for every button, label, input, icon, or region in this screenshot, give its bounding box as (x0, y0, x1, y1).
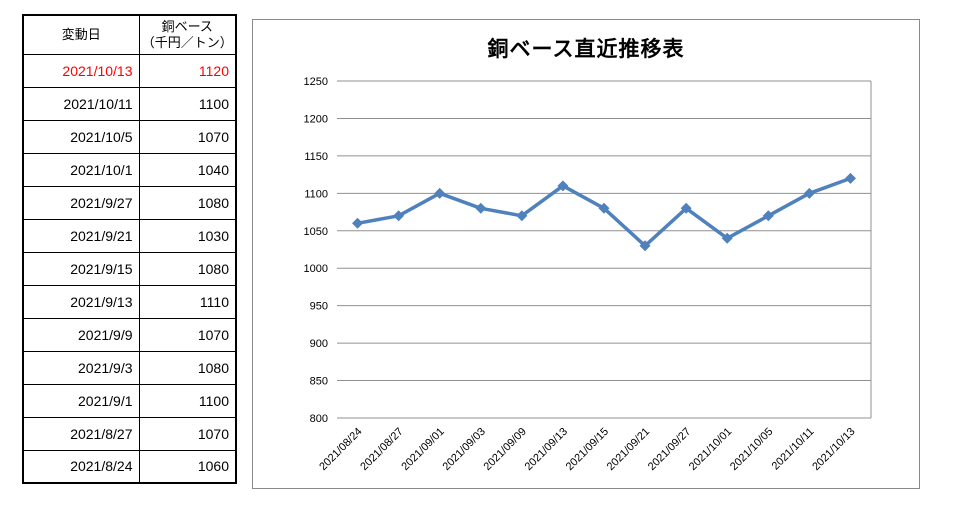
table-row: 2021/9/13 1110 (22, 284, 237, 319)
price-cell: 1110 (138, 284, 237, 319)
price-cell: 1060 (138, 449, 237, 484)
table-row: 2021/9/27 1080 (22, 185, 237, 220)
line-chart: 800 850 900 950 1000 1050 1100 1150 1200 1250 2021… (304, 76, 872, 473)
price-header-line1: 銅ベース (161, 18, 213, 34)
table-row: 2021/10/5 1070 (22, 119, 237, 154)
table-row: 2021/9/1 1100 (22, 383, 237, 418)
data-point-marker (516, 210, 528, 222)
x-tick-label: 2021/09/01 (399, 426, 446, 473)
price-cell: 1100 (138, 86, 237, 121)
price-cell: 1070 (138, 119, 237, 154)
date-cell: 2021/9/9 (22, 317, 140, 352)
date-cell: 2021/10/5 (22, 119, 140, 154)
y-tick-label: 1250 (304, 76, 328, 88)
x-tick-label: 2021/10/05 (728, 426, 775, 473)
data-point-marker (393, 210, 405, 222)
price-cell: 1040 (138, 152, 237, 187)
date-cell: 2021/9/1 (22, 383, 140, 418)
date-header-label: 変動日 (61, 26, 101, 42)
data-point-marker (844, 172, 856, 184)
y-tick-label: 950 (310, 301, 328, 313)
table-row: 2021/9/21 1030 (22, 218, 237, 253)
table-row: 2021/8/24 1060 (22, 449, 237, 484)
table-row: 2021/9/3 1080 (22, 350, 237, 385)
y-tick-label: 1000 (304, 263, 328, 275)
price-cell: 1070 (138, 317, 237, 352)
table-row: 2021/8/27 1070 (22, 416, 237, 451)
data-point-marker (721, 232, 733, 244)
data-point-marker (639, 240, 651, 252)
x-tick-label: 2021/09/09 (482, 426, 529, 473)
data-point-marker (475, 202, 487, 214)
table-row: 2021/10/13 1120 (22, 53, 237, 88)
date-cell: 2021/9/15 (22, 251, 140, 286)
price-column-header: 銅ベース （千円／トン） (138, 14, 237, 55)
x-tick-label: 2021/10/13 (810, 426, 857, 473)
y-tick-label: 1100 (304, 188, 328, 200)
table-header-row: 変動日 銅ベース （千円／トン） (22, 14, 237, 55)
date-cell: 2021/10/1 (22, 152, 140, 187)
date-cell: 2021/9/3 (22, 350, 140, 385)
x-tick-label: 2021/10/11 (770, 426, 817, 473)
date-cell: 2021/8/24 (22, 449, 140, 484)
x-tick-label: 2021/09/13 (523, 426, 570, 473)
date-column-header: 変動日 (22, 14, 140, 55)
y-tick-label: 850 (310, 376, 328, 388)
data-point-marker (803, 187, 815, 199)
data-point-marker (557, 180, 569, 192)
x-tick-label: 2021/09/27 (646, 426, 693, 473)
x-tick-label: 2021/09/15 (564, 426, 611, 473)
price-header-line2: （千円／トン） (141, 34, 233, 50)
date-cell: 2021/9/21 (22, 218, 140, 253)
y-tick-label: 800 (310, 413, 328, 425)
date-cell: 2021/10/11 (22, 86, 140, 121)
date-cell: 2021/9/27 (22, 185, 140, 220)
chart-panel: 銅ベース直近推移表 800 850 900 950 1000 1050 1100 1150 12… (252, 19, 920, 489)
date-cell: 2021/8/27 (22, 416, 140, 451)
price-cell: 1100 (138, 383, 237, 418)
price-cell: 1030 (138, 218, 237, 253)
price-cell: 1080 (138, 185, 237, 220)
x-tick-label: 2021/10/01 (687, 426, 734, 473)
y-tick-label: 1050 (304, 226, 328, 238)
price-cell: 1120 (138, 53, 237, 88)
chart-title: 銅ベース直近推移表 (487, 38, 685, 61)
price-cell: 1080 (138, 251, 237, 286)
date-cell: 2021/9/13 (22, 284, 140, 319)
y-tick-label: 900 (310, 338, 328, 350)
price-table: 変動日 銅ベース （千円／トン） 2021/10/13 1120 2021/10/1… (22, 14, 237, 484)
x-tick-label: 2021/08/27 (358, 426, 405, 473)
y-tick-label: 1150 (304, 151, 328, 163)
data-point-marker (762, 210, 774, 222)
table-row: 2021/9/15 1080 (22, 251, 237, 286)
x-tick-label: 2021/08/24 (317, 426, 364, 473)
date-cell: 2021/10/13 (22, 53, 140, 88)
price-cell: 1080 (138, 350, 237, 385)
data-point-marker (598, 202, 610, 214)
data-point-marker (434, 187, 446, 199)
x-tick-label: 2021/09/03 (441, 426, 488, 473)
x-tick-label: 2021/09/21 (605, 426, 652, 473)
table-row: 2021/10/11 1100 (22, 86, 237, 121)
y-tick-label: 1200 (304, 113, 328, 125)
data-point-marker (352, 217, 364, 229)
table-row: 2021/10/1 1040 (22, 152, 237, 187)
table-row: 2021/9/9 1070 (22, 317, 237, 352)
price-table-panel: 変動日 銅ベース （千円／トン） 2021/10/13 1120 2021/10/1… (22, 14, 237, 484)
price-cell: 1070 (138, 416, 237, 451)
data-point-marker (680, 202, 692, 214)
